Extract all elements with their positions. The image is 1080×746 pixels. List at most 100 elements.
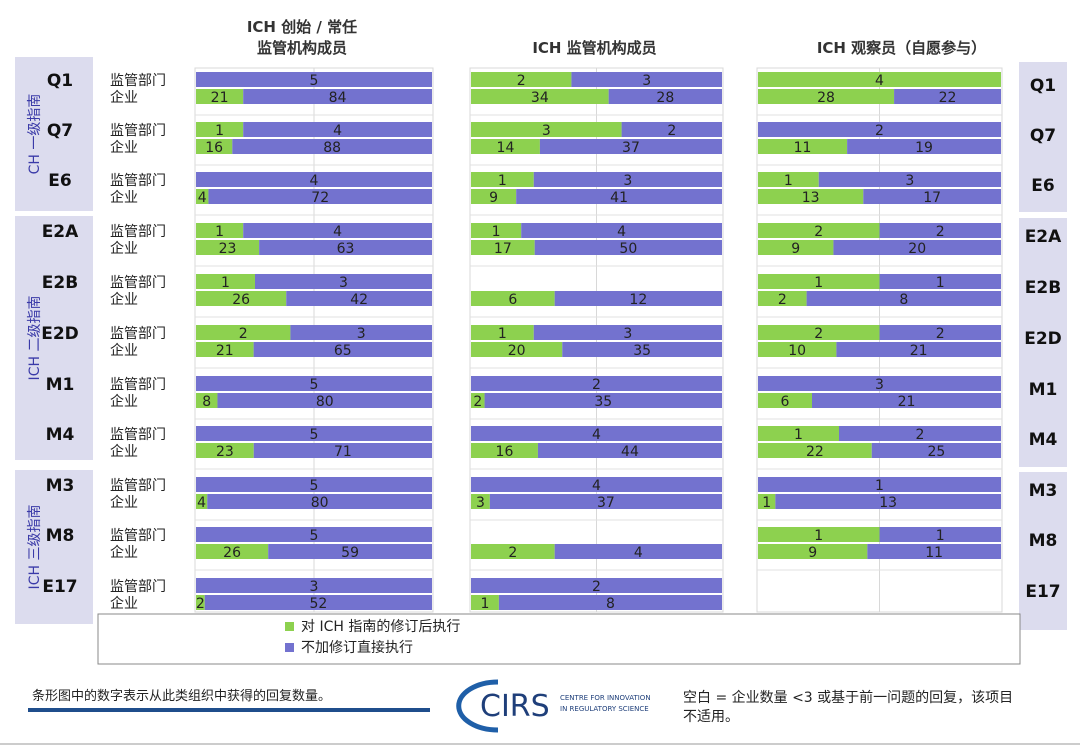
group-label-right: E6: [1031, 176, 1054, 196]
bar-segment-modified: [196, 291, 287, 306]
bar-value-label: 84: [329, 90, 347, 106]
bar-value-label: 35: [633, 343, 651, 359]
bar-value-label: 28: [817, 90, 835, 106]
bar-segment-modified: [471, 443, 538, 458]
bar-segment-unmodified: [290, 325, 432, 340]
group-label-right: Q1: [1030, 76, 1056, 96]
bar-value-label: 4: [198, 190, 207, 206]
group-label-right: E2B: [1025, 278, 1061, 298]
group-label-left: M1: [46, 375, 75, 395]
bar-segment-modified: [471, 325, 534, 340]
bar-value-label: 4: [875, 73, 884, 89]
bar-segment-unmodified: [196, 578, 432, 593]
bar-value-label: 2: [814, 326, 823, 342]
bar-segment-modified: [196, 342, 254, 357]
bar-value-label: 16: [496, 444, 514, 460]
row-label: 监管部门: [110, 326, 166, 342]
bar-value-label: 1: [794, 427, 803, 443]
bar-value-label: 20: [508, 343, 526, 359]
group-label-left: E2A: [42, 222, 79, 242]
bar-segment-unmodified: [867, 544, 1001, 559]
bar-segment-unmodified: [758, 376, 1001, 391]
bar-segment-modified: [471, 223, 522, 238]
legend-box: [97, 613, 1021, 665]
bar-segment-unmodified: [879, 527, 1001, 542]
bar-segment-modified: [758, 426, 839, 441]
bar-value-label: 44: [621, 444, 639, 460]
bar-value-label: 12: [629, 292, 647, 308]
row-label: 企业: [110, 291, 138, 308]
bar-segment-unmodified: [533, 325, 722, 340]
bar-segment-unmodified: [268, 544, 432, 559]
bar-value-label: 13: [879, 495, 897, 511]
bar-segment-modified: [758, 72, 1001, 87]
bar-segment-modified: [471, 72, 572, 87]
bar-segment-unmodified: [621, 122, 722, 137]
panel-title-line: ICH 观察员（自愿参与）: [817, 39, 986, 57]
bar-value-label: 16: [205, 140, 223, 156]
bar-value-label: 1: [936, 275, 945, 291]
bar-segment-modified: [196, 544, 269, 559]
bar-value-label: 41: [610, 190, 628, 206]
bar-value-label: 1: [784, 173, 793, 189]
bar-value-label: 2: [592, 579, 601, 595]
row-label: 监管部门: [110, 224, 166, 240]
bar-value-label: 5: [310, 377, 319, 393]
bar-value-label: 2: [667, 123, 676, 139]
row-label: 监管部门: [110, 173, 166, 189]
bar-segment-modified: [758, 189, 864, 204]
row-label: 监管部门: [110, 123, 166, 139]
right-label-box-1: [1019, 62, 1067, 212]
bar-segment-modified: [196, 393, 218, 408]
bar-segment-unmodified: [204, 595, 432, 610]
bar-segment-modified: [196, 325, 291, 340]
bar-segment-unmodified: [833, 240, 1001, 255]
bar-value-label: 3: [339, 275, 348, 291]
bar-segment-modified: [758, 172, 819, 187]
bar-value-label: 50: [619, 241, 637, 257]
bar-value-label: 35: [594, 394, 612, 410]
bar-value-label: 22: [806, 444, 824, 460]
bar-value-label: 4: [617, 224, 626, 240]
bar-segment-modified: [471, 342, 563, 357]
bar-value-label: 13: [802, 190, 820, 206]
bar-segment-modified: [471, 544, 555, 559]
bar-segment-unmodified: [498, 595, 722, 610]
row-label: 企业: [110, 89, 138, 106]
bar-value-label: 9: [791, 241, 800, 257]
bar-segment-unmodified: [516, 189, 722, 204]
row-label: 企业: [110, 393, 138, 410]
bar-segment-unmodified: [571, 72, 722, 87]
bar-segment-unmodified: [847, 139, 1001, 154]
bar-segment-unmodified: [471, 578, 722, 593]
bar-value-label: 1: [498, 326, 507, 342]
row-label: 企业: [110, 595, 138, 612]
bar-segment-unmodified: [253, 443, 432, 458]
bar-segment-unmodified: [232, 139, 432, 154]
bar-segment-modified: [196, 89, 244, 104]
bar-value-label: 8: [899, 292, 908, 308]
bar-segment-modified: [471, 595, 499, 610]
bar-value-label: 17: [923, 190, 941, 206]
bar-segment-unmodified: [537, 443, 722, 458]
bar-value-label: 42: [350, 292, 368, 308]
group-label-right: E2D: [1024, 329, 1062, 349]
bar-segment-modified: [758, 325, 880, 340]
bar-segment-unmodified: [196, 376, 432, 391]
bar-segment-modified: [196, 494, 208, 509]
group-label-left: E17: [42, 577, 77, 597]
bar-value-label: 88: [323, 140, 341, 156]
bar-segment-unmodified: [521, 223, 722, 238]
bar-value-label: 2: [239, 326, 248, 342]
bar-segment-modified: [196, 223, 244, 238]
bar-segment-unmodified: [196, 426, 432, 441]
group-label-left: E2B: [42, 273, 78, 293]
bar-value-label: 71: [334, 444, 352, 460]
bar-segment-modified: [471, 240, 535, 255]
bar-segment-unmodified: [243, 223, 432, 238]
legend-swatch: [285, 622, 294, 631]
row-label: 企业: [110, 189, 138, 206]
row-label: 企业: [110, 240, 138, 257]
group-label-left: M4: [46, 425, 75, 445]
bar-segment-unmodified: [259, 240, 432, 255]
